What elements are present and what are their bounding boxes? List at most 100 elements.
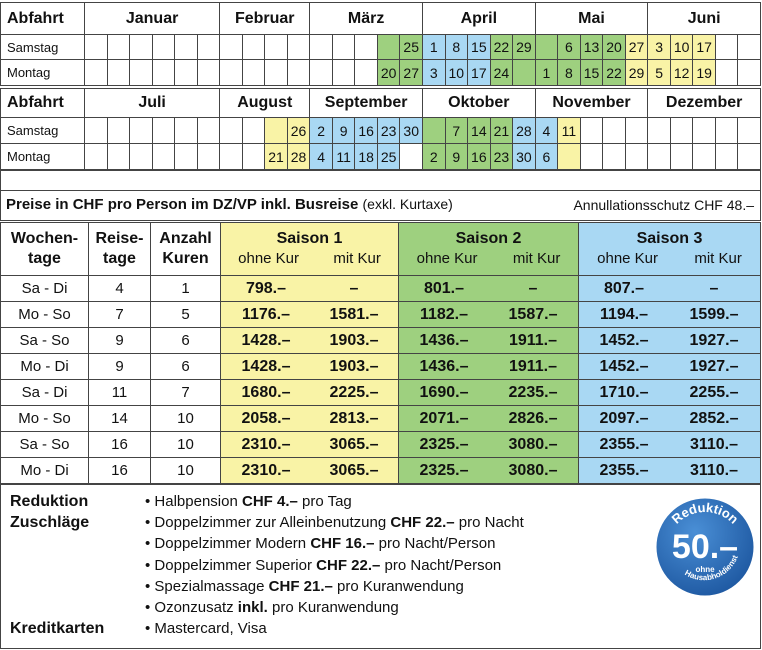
row-label: 1 [150,275,221,302]
month-header: Oktober [422,88,536,118]
surcharge-text: pro Tag [297,493,352,510]
day-cell [129,117,153,144]
price: – [310,275,399,302]
day-cell [151,34,176,60]
row-label: 14 [88,405,151,432]
price: 1182.– [398,301,489,328]
day-cell [309,34,333,60]
season-name: Saison 3 [636,230,703,247]
day-cell [422,117,446,144]
month-header: Dezember [647,88,761,118]
day-cell: 29 [624,59,649,86]
price: 1911.– [488,327,579,354]
row-label: Mo - So [0,301,89,328]
day-cell: 30 [399,117,423,144]
day-cell [174,59,198,86]
price: 2325.– [398,457,489,484]
column-header-line: Wochen- [10,230,79,247]
surcharge-amount: inkl. [237,599,268,616]
day-cell [714,59,739,86]
price: 1710.– [578,379,669,406]
season-subheader: mit Kur [694,250,742,267]
row-label: 6 [150,353,221,380]
day-cell: 19 [692,59,716,86]
day-cell [692,117,716,144]
price: 3065.– [310,431,399,458]
day-cell: 30 [512,143,536,170]
column-header: Anzahl Kuren [150,222,221,276]
day-cell [647,117,671,144]
day-cell: 10 [444,59,469,86]
day-cell [354,34,378,60]
day-cell: 21 [264,143,288,170]
season-subheader: ohne Kur [416,250,478,267]
footer-label: Zuschläge [10,514,90,531]
price: 1428.– [220,353,311,380]
price: 1903.– [310,327,399,354]
day-cell: 23 [376,117,401,144]
row-label: 10 [150,405,221,432]
day-cell [196,143,221,170]
price: 2355.– [578,431,669,458]
column-header-line: Reise- [95,230,144,247]
price: 2071.– [398,405,489,432]
day-cell [557,143,581,170]
day-cell: 23 [489,143,514,170]
day-cell: 5 [647,59,671,86]
day-cell: 15 [579,59,604,86]
day-cell: 3 [422,59,446,86]
day-cell: 25 [399,34,423,60]
surcharge-amount: CHF 22.– [390,514,455,532]
row-label: 10 [150,431,221,458]
month-header: September [309,88,423,118]
price: 1903.– [310,353,399,380]
day-cell [286,59,311,86]
weekday-label: Montag [0,59,85,86]
day-cell [602,143,626,170]
day-cell [106,117,131,144]
day-cell: 8 [444,34,469,60]
day-cell [737,34,761,60]
price: – [488,275,579,302]
day-cell [624,143,649,170]
day-cell [151,143,176,170]
day-cell: 6 [557,34,581,60]
day-cell [737,59,761,86]
row-label: Sa - Di [0,379,89,406]
day-cell [196,117,221,144]
footer-label: Kreditkarten [10,620,105,637]
price: 2826.– [488,405,579,432]
price-title-main: Preise in CHF pro Person im DZ/VP inkl. … [6,196,359,213]
surcharge-amount: CHF 22.– [316,556,381,574]
day-cell: 17 [467,59,491,86]
surcharge-text: pro Nacht [454,514,524,532]
day-cell [84,34,108,60]
day-cell [219,117,243,144]
price: 1581.– [310,301,399,328]
day-cell: 28 [512,117,536,144]
price: 1680.– [220,379,311,406]
row-label: 7 [88,301,151,328]
price: 1452.– [578,327,669,354]
badge-note-1: ohne [695,565,715,574]
price: 2813.– [310,405,399,432]
season-header: Saison 3 ohne Kur mit Kur [578,222,761,276]
price: 2310.– [220,431,311,458]
price: 2852.– [668,405,761,432]
day-cell [579,143,604,170]
column-header-line: tage [28,250,61,267]
price: 1428.– [220,327,311,354]
day-cell: 9 [331,117,356,144]
day-cell [174,34,198,60]
day-cell: 1 [534,59,559,86]
price: 1599.– [668,301,761,328]
price: 1927.– [668,353,761,380]
row-label: Sa - So [0,327,89,354]
day-cell [241,59,266,86]
row-label: 7 [150,379,221,406]
price: 3110.– [668,457,761,484]
day-cell: 29 [512,34,536,60]
surcharge-text: Doppelzimmer Modern [154,535,311,553]
day-cell [714,34,739,60]
surcharge-text: Doppelzimmer zur Alleinbenutzung [154,514,391,532]
